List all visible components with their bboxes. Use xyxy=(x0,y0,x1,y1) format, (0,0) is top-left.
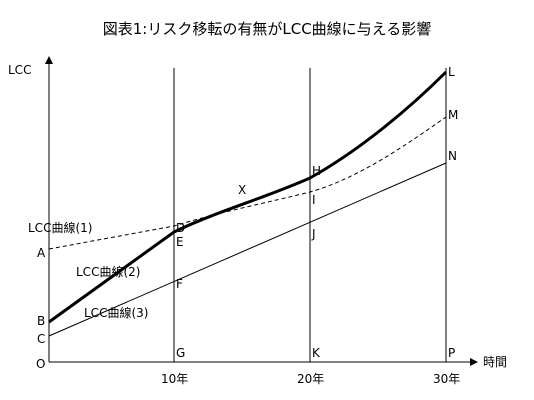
point-l-label: L xyxy=(448,65,455,79)
tick-10-years: 10年 xyxy=(161,372,188,386)
point-f-label: F xyxy=(176,277,183,291)
curve2-label: LCC曲線(2) xyxy=(76,264,140,279)
point-k-label: K xyxy=(312,346,321,360)
curve1-label: LCC曲線(1) xyxy=(28,220,92,235)
point-p-label: P xyxy=(448,346,455,360)
curve3-line xyxy=(48,162,447,337)
figure-title: 図表1:リスク移転の有無がLCC曲線に与える影響 xyxy=(102,20,432,38)
point-x-label: X xyxy=(238,183,246,197)
curve1-line xyxy=(48,116,447,250)
point-c-label: C xyxy=(37,332,45,346)
point-j-label: J xyxy=(311,227,316,241)
point-b-label: B xyxy=(37,314,45,328)
x-axis-label: 時間 xyxy=(483,355,507,369)
curve2-line xyxy=(48,70,448,324)
point-g-label: G xyxy=(176,346,185,360)
point-d-label: D xyxy=(176,221,185,235)
origin-label: O xyxy=(36,357,45,371)
point-n-label: N xyxy=(448,149,457,163)
point-a-label: A xyxy=(37,246,46,260)
point-i-label: I xyxy=(312,193,316,207)
point-m-label: M xyxy=(448,108,458,122)
tick-20-years: 20年 xyxy=(297,372,324,386)
y-axis-label: LCC xyxy=(8,63,31,77)
tick-30-years: 30年 xyxy=(433,372,460,386)
curve3-label: LCC曲線(3) xyxy=(84,305,148,320)
point-h-label: H xyxy=(312,164,321,178)
point-e-label: E xyxy=(176,235,184,249)
